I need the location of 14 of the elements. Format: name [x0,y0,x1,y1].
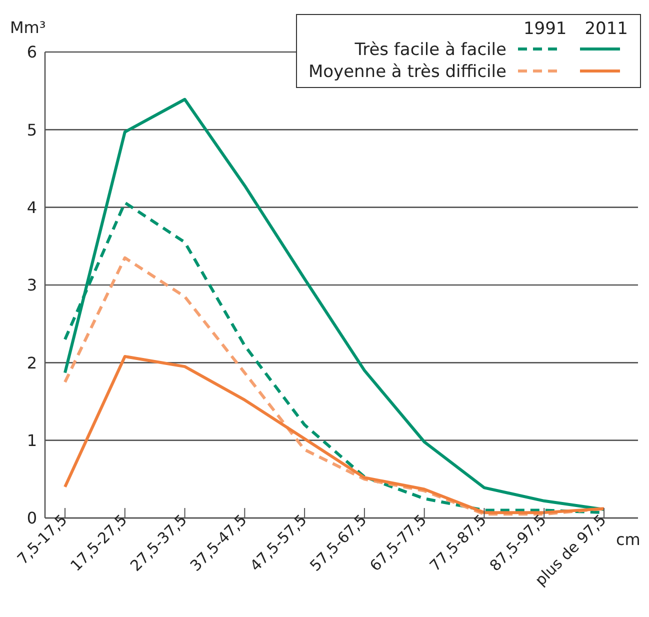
line-series [64,354,606,514]
text: 2011 [584,19,629,39]
y-tick-label: 2 [26,353,37,372]
text: 1991 [522,19,568,39]
x-axis-title: cm [616,530,640,549]
y-tick-label: 5 [26,120,37,140]
y-tick-label: 1 [26,431,37,450]
y-tick-label: 6 [26,42,37,62]
y-tick-label: 4 [26,198,37,218]
line-series [64,98,606,511]
y-tick-label: 3 [26,276,37,295]
y-axis-title: Mm³ [10,18,46,37]
legend-label: Moyenne à très difficile [307,61,508,83]
legend-label: Très facile à facile [354,39,508,61]
